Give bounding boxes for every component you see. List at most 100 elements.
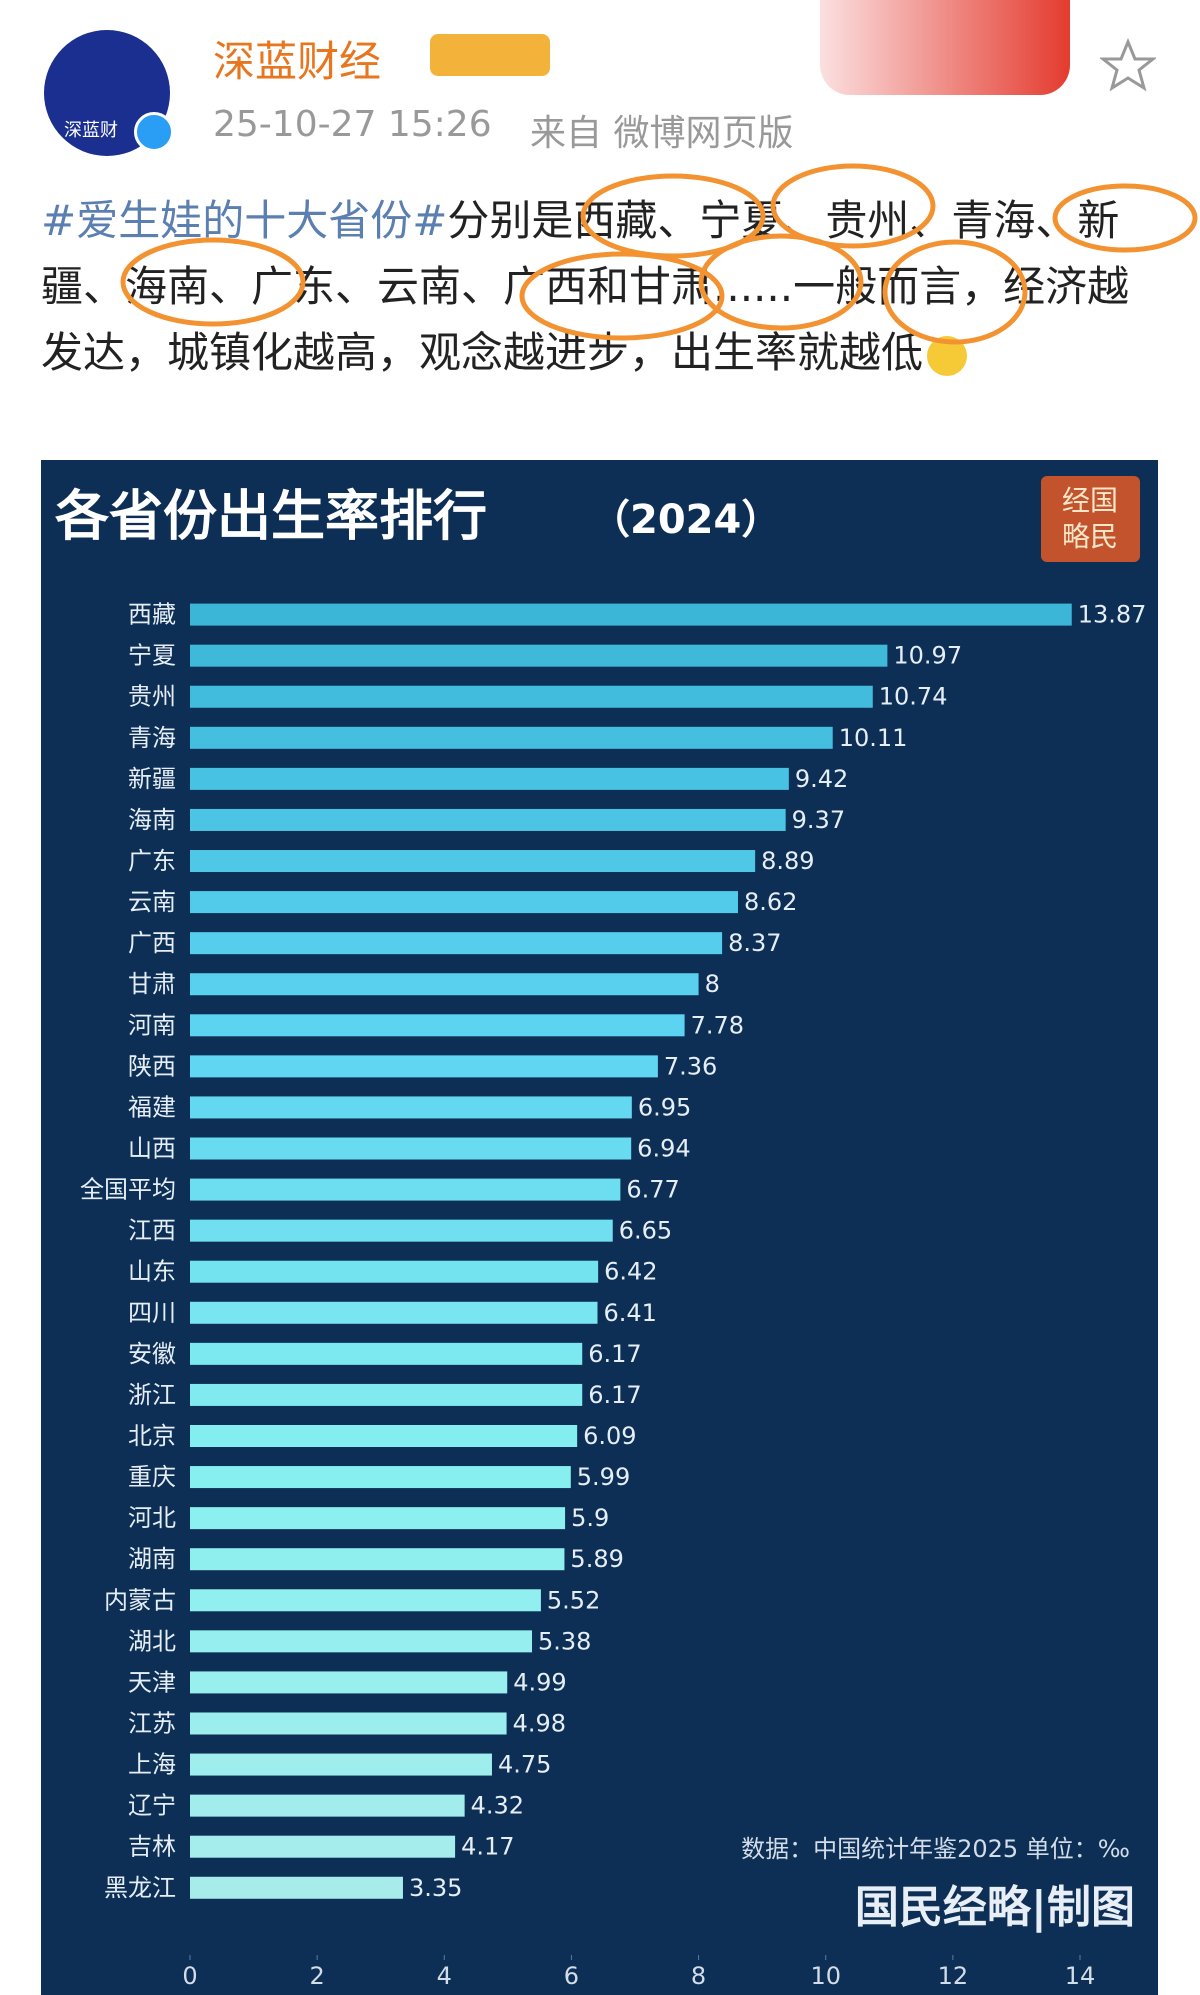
value-label: 6.42 [604, 1258, 657, 1286]
value-label: 8.62 [744, 888, 797, 916]
x-tick-label: 6 [564, 1962, 579, 1990]
y-tick-label: 天津 [128, 1668, 176, 1696]
bar [190, 1383, 583, 1406]
y-tick-label: 山西 [128, 1135, 176, 1163]
bar [190, 808, 786, 831]
value-label: 6.09 [583, 1422, 636, 1450]
value-label: 9.37 [792, 806, 845, 834]
source-note: 数据：中国统计年鉴2025 单位：‰ [741, 1835, 1130, 1863]
y-tick-label: 河南 [128, 1011, 176, 1039]
source: 来自 微博网页版 [530, 113, 794, 154]
favorite-icon[interactable] [1100, 38, 1156, 94]
banner [820, 0, 1070, 95]
y-tick-label: 江苏 [128, 1709, 176, 1737]
vip-badge [430, 34, 550, 76]
value-label: 13.87 [1078, 601, 1147, 629]
x-tick-label: 2 [310, 1962, 325, 1990]
post-text: #爱生娃的十大省份#分别是西藏、宁夏、贵州、青海、新疆、海南、广东、云南、广西和… [41, 188, 1161, 386]
bar [190, 1137, 632, 1160]
value-label: 6.41 [603, 1299, 656, 1327]
bar [190, 891, 738, 914]
y-tick-label: 湖南 [128, 1545, 176, 1573]
y-tick-label: 安徽 [128, 1340, 176, 1368]
bar [190, 1178, 621, 1201]
value-label: 5.99 [577, 1463, 630, 1491]
value-label: 4.98 [513, 1709, 566, 1737]
y-tick-label: 宁夏 [128, 642, 176, 670]
y-tick-label: 甘肃 [128, 970, 176, 998]
value-label: 3.35 [409, 1874, 462, 1902]
bar [190, 603, 1072, 626]
bar [190, 1055, 658, 1078]
bar [190, 1794, 465, 1817]
verified-badge [134, 112, 174, 152]
value-label: 8 [705, 970, 720, 998]
value-label: 5.38 [538, 1627, 591, 1655]
x-tick-label: 4 [437, 1962, 452, 1990]
bar [190, 973, 699, 996]
value-label: 4.32 [471, 1792, 524, 1820]
bar [190, 1260, 599, 1283]
value-label: 6.94 [637, 1135, 690, 1163]
chart-title: 各省份出生率排行 [55, 485, 487, 548]
bar [190, 1712, 507, 1735]
y-tick-label: 河北 [128, 1504, 176, 1532]
bar [190, 1014, 685, 1037]
y-tick-label: 重庆 [128, 1463, 176, 1491]
y-tick-label: 山东 [128, 1258, 176, 1286]
y-tick-label: 上海 [128, 1751, 176, 1779]
bar [190, 1301, 598, 1324]
value-label: 9.42 [795, 765, 848, 793]
value-label: 10.97 [893, 642, 962, 670]
y-tick-label: 辽宁 [128, 1792, 176, 1820]
bar [190, 685, 873, 708]
bar [190, 767, 789, 790]
y-tick-label: 内蒙古 [104, 1586, 176, 1614]
y-tick-label: 贵州 [128, 683, 176, 711]
value-label: 10.74 [879, 683, 948, 711]
bar [190, 644, 888, 667]
y-tick-label: 浙江 [128, 1381, 176, 1409]
bar [190, 1671, 508, 1694]
y-tick-label: 黑龙江 [104, 1874, 176, 1902]
chart: 各省份出生率排行 （2024） 经国 略民 数据：中国统计年鉴2025 单位：‰… [41, 460, 1158, 1995]
value-label: 5.52 [547, 1586, 600, 1614]
y-tick-label: 江西 [128, 1217, 176, 1245]
y-tick-label: 福建 [128, 1093, 176, 1121]
x-tick-label: 0 [182, 1962, 197, 1990]
y-tick-label: 湖北 [128, 1627, 176, 1655]
y-tick-label: 青海 [128, 724, 176, 752]
value-label: 7.78 [691, 1011, 744, 1039]
bar [190, 850, 756, 873]
bar [190, 1342, 583, 1365]
bar [190, 726, 833, 749]
bar [190, 1507, 566, 1530]
value-label: 8.37 [728, 929, 781, 957]
value-label: 7.36 [664, 1052, 717, 1080]
author-name[interactable]: 深蓝财经 [213, 37, 382, 86]
y-tick-label: 全国平均 [80, 1176, 176, 1204]
bar [190, 1835, 456, 1858]
avatar-text: 深蓝财 [64, 120, 118, 141]
y-tick-label: 吉林 [128, 1833, 176, 1861]
x-tick-label: 8 [691, 1962, 706, 1990]
bar [190, 1425, 578, 1447]
value-label: 4.99 [513, 1668, 566, 1696]
hashtag[interactable]: #爱生娃的十大省份# [41, 196, 448, 245]
y-tick-label: 海南 [128, 806, 176, 834]
y-tick-label: 西藏 [128, 601, 176, 629]
value-label: 4.17 [461, 1833, 514, 1861]
value-label: 8.89 [761, 847, 814, 875]
credit: 国民经略|制图 [855, 1882, 1135, 1933]
logo-text: 经国 [1062, 484, 1118, 517]
value-label: 6.65 [619, 1217, 672, 1245]
value-label: 5.89 [570, 1545, 623, 1573]
emoji [927, 335, 968, 376]
y-tick-label: 云南 [128, 888, 176, 916]
bar [190, 1589, 541, 1612]
value-label: 6.17 [588, 1340, 641, 1368]
y-tick-label: 四川 [128, 1299, 176, 1327]
bar [190, 1096, 632, 1119]
bar [190, 1466, 571, 1489]
